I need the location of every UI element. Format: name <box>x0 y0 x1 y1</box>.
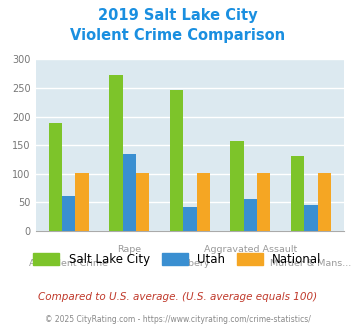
Text: Violent Crime Comparison: Violent Crime Comparison <box>70 28 285 43</box>
Bar <box>230 141 244 231</box>
Text: 2019 Salt Lake City: 2019 Salt Lake City <box>98 8 257 23</box>
Bar <box>49 123 62 231</box>
Text: All Violent Crime: All Violent Crime <box>29 259 108 268</box>
Bar <box>257 173 271 231</box>
Legend: Salt Lake City, Utah, National: Salt Lake City, Utah, National <box>29 248 326 271</box>
Bar <box>136 173 149 231</box>
Bar <box>183 207 197 231</box>
Bar <box>109 76 123 231</box>
Bar <box>76 173 89 231</box>
Bar <box>291 156 304 231</box>
Bar <box>318 173 331 231</box>
Bar <box>197 173 210 231</box>
Text: Rape: Rape <box>117 245 141 254</box>
Bar <box>244 199 257 231</box>
Bar <box>170 90 183 231</box>
Text: Robbery: Robbery <box>170 259 210 268</box>
Bar <box>123 154 136 231</box>
Bar <box>62 196 76 231</box>
Text: © 2025 CityRating.com - https://www.cityrating.com/crime-statistics/: © 2025 CityRating.com - https://www.city… <box>45 315 310 324</box>
Text: Aggravated Assault: Aggravated Assault <box>204 245 297 254</box>
Bar <box>304 205 318 231</box>
Text: Compared to U.S. average. (U.S. average equals 100): Compared to U.S. average. (U.S. average … <box>38 292 317 302</box>
Text: Murder & Mans...: Murder & Mans... <box>271 259 352 268</box>
